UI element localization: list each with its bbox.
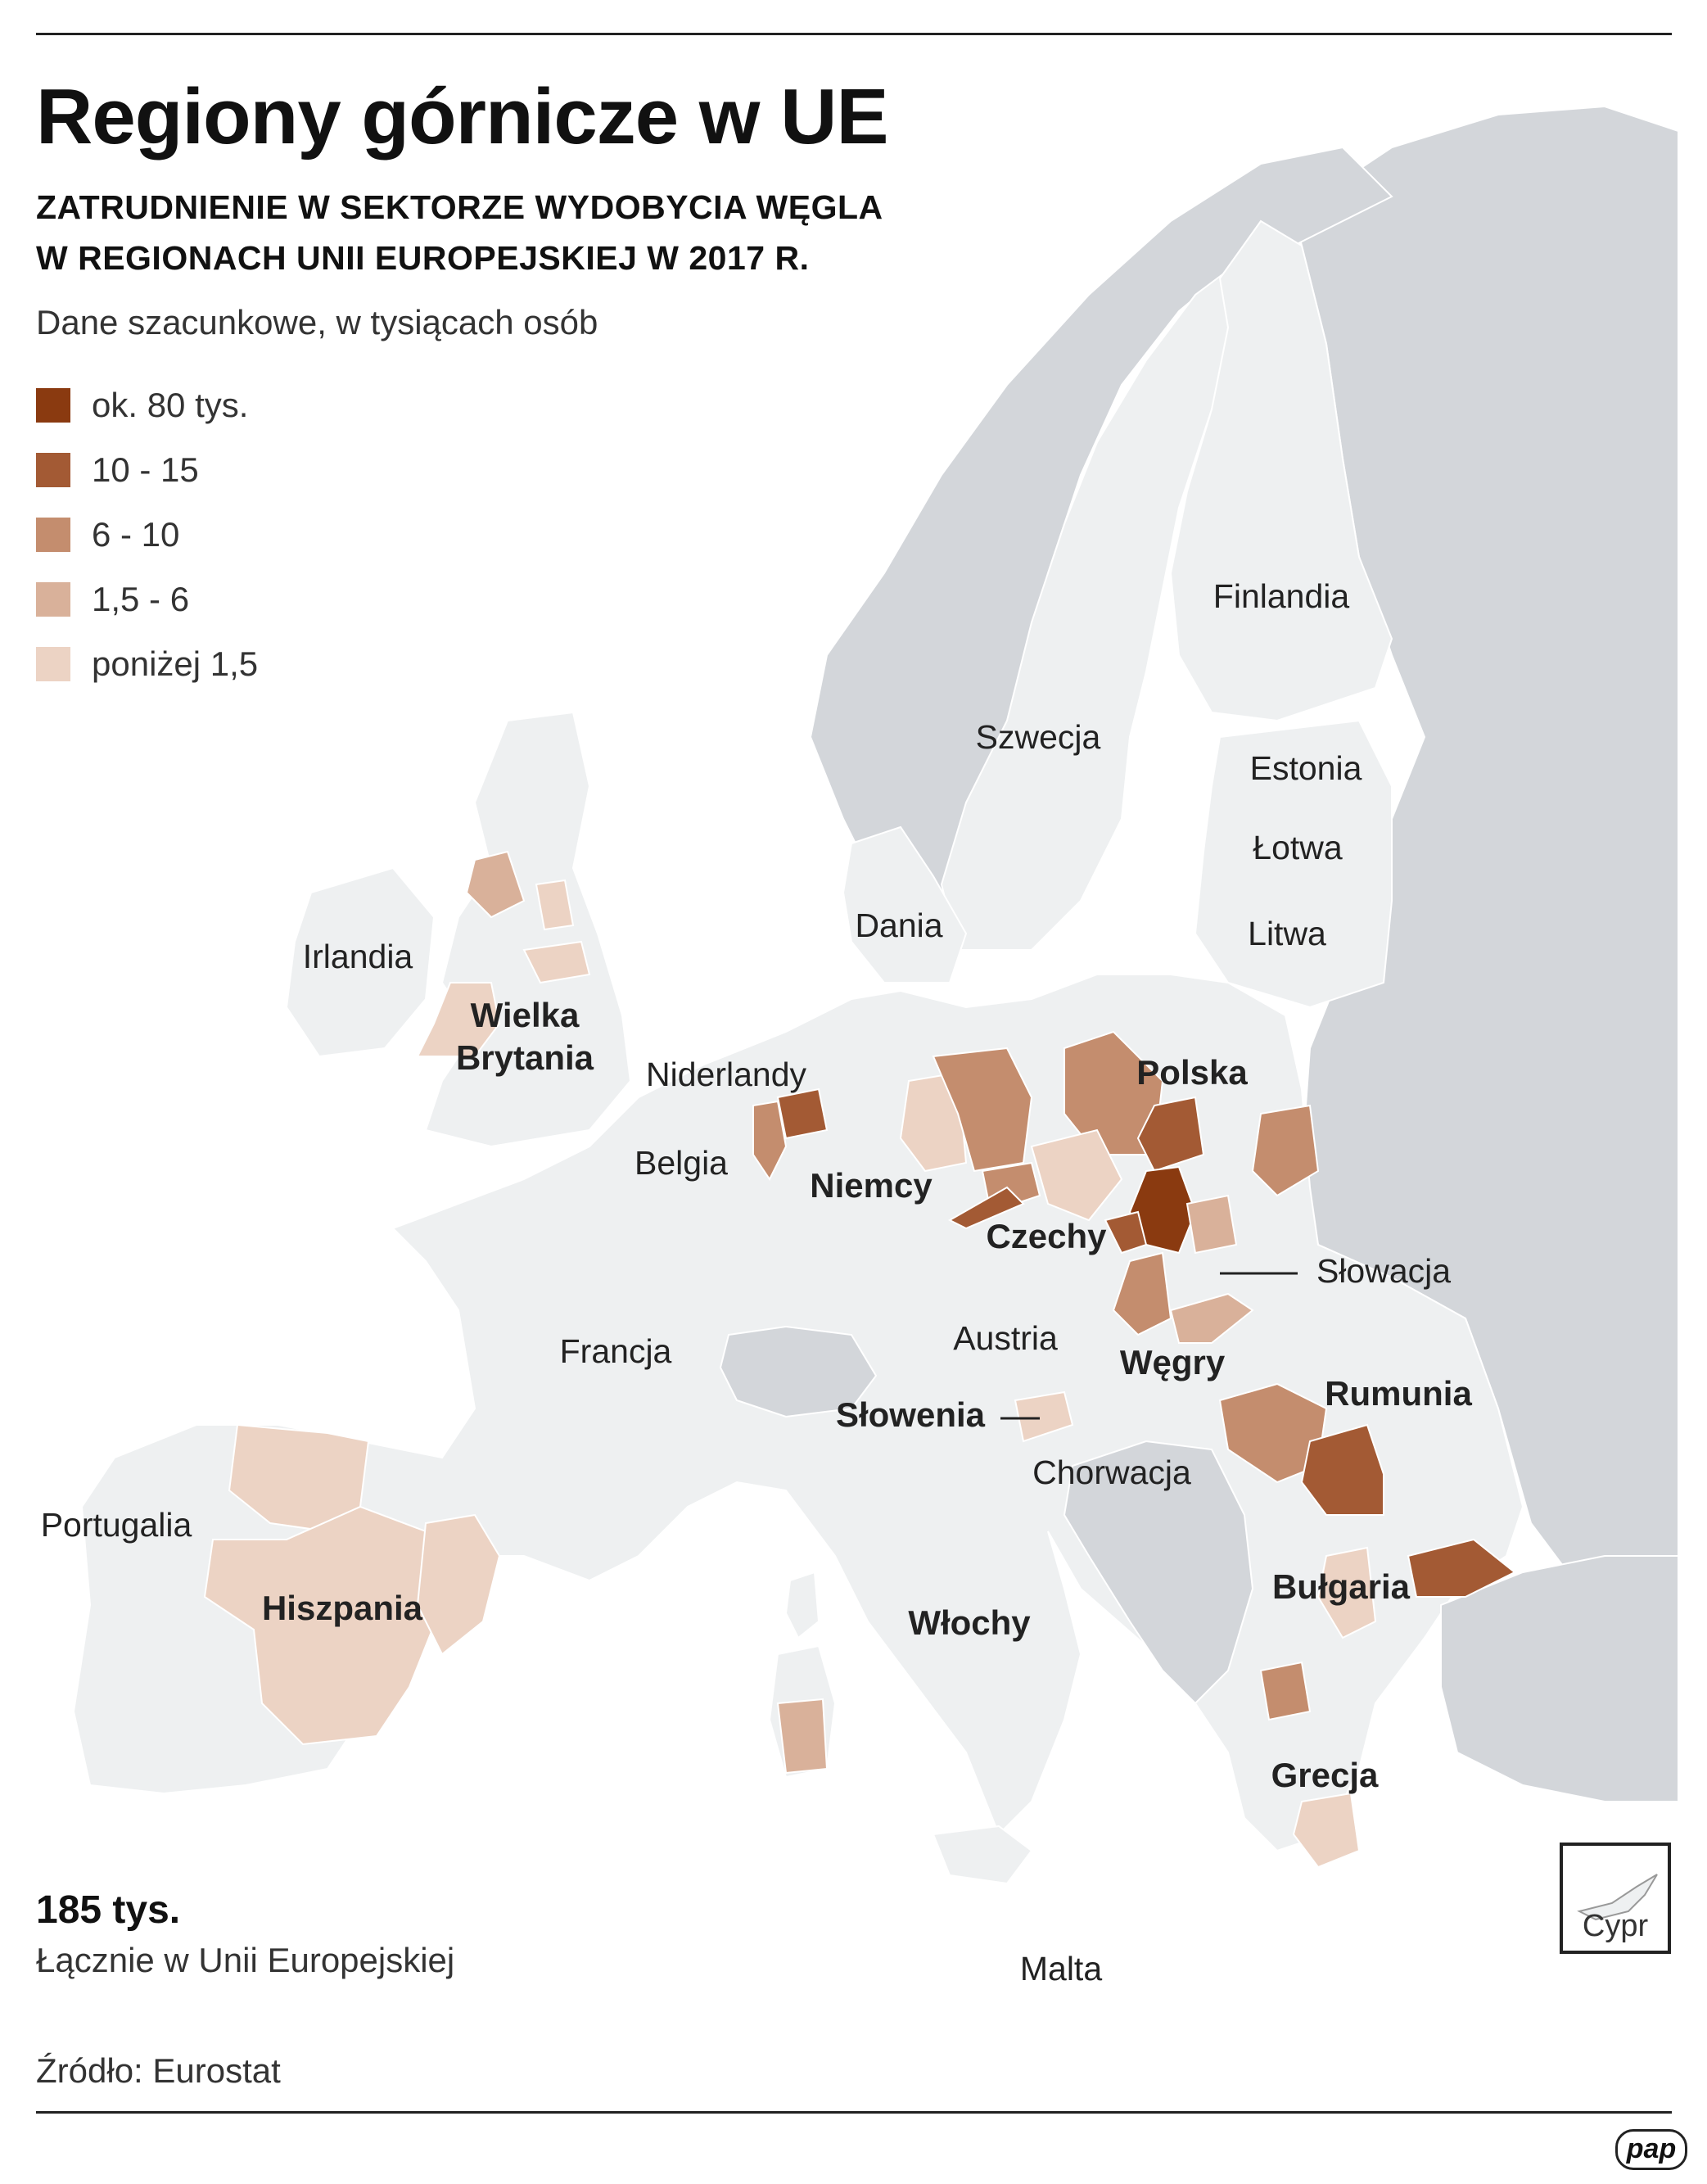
label-grecja: Grecja	[1271, 1756, 1379, 1794]
label-wielka-brytania-2: Brytania	[455, 1038, 594, 1077]
region-cz-north	[947, 1186, 1025, 1230]
legend-item: poniżej 1,5	[36, 631, 258, 696]
legend-swatch	[36, 581, 70, 617]
region-si	[1014, 1390, 1074, 1443]
label-rumunia: Rumunia	[1325, 1374, 1472, 1413]
region-cz-ostrava	[1104, 1210, 1148, 1255]
label-niemcy: Niemcy	[810, 1166, 933, 1205]
label-portugalia: Portugalia	[40, 1506, 192, 1544]
legend-label: 10 - 15	[92, 450, 199, 489]
region-hu-north	[1112, 1251, 1172, 1336]
legend-swatch	[36, 387, 70, 423]
label-malta: Malta	[1019, 1950, 1103, 1987]
region-gr-west-macedonia	[1259, 1661, 1312, 1721]
region-pl-lesser	[1185, 1194, 1238, 1255]
label-austria: Austria	[953, 1319, 1058, 1357]
label-bulgaria: Bułgaria	[1271, 1567, 1411, 1606]
switzerland	[719, 1325, 878, 1418]
region-de-brandenburg	[932, 1047, 1033, 1173]
label-belgia: Belgia	[634, 1144, 728, 1182]
label-finlandia: Finlandia	[1213, 577, 1350, 615]
total-value: 185 tys.	[36, 1888, 181, 1932]
legend-item: 10 - 15	[36, 437, 258, 502]
subtitle-line-2: W REGIONACH UNII EUROPEJSKIEJ W 2017 R.	[36, 239, 810, 277]
subtitle-line-1: ZATRUDNIENIE W SEKTORZE WYDOBYCIA WĘGLA	[36, 188, 883, 226]
western-balkans	[1063, 1440, 1254, 1705]
pap-logo: pap	[1615, 2129, 1687, 2170]
cyprus-inset: Cypr	[1560, 1843, 1671, 1954]
legend-label: poniżej 1,5	[92, 644, 259, 683]
baltics	[1194, 719, 1393, 1009]
region-pl-silesia	[1128, 1165, 1197, 1255]
finland	[1169, 219, 1393, 722]
region-pl-lodz	[1136, 1096, 1205, 1173]
legend-label: 1,5 - 6	[92, 579, 190, 618]
region-hu-east	[1169, 1292, 1254, 1344]
region-gr-peloponnese	[1292, 1792, 1361, 1869]
region-ro-oltenia	[1300, 1423, 1384, 1516]
label-szwecja: Szwecja	[975, 718, 1101, 756]
legend-item: 1,5 - 6	[36, 567, 258, 631]
legend-item: ok. 80 tys.	[36, 373, 258, 437]
label-chorwacja: Chorwacja	[1032, 1454, 1191, 1491]
region-uk-north	[535, 879, 575, 931]
region-it-sardinia	[776, 1698, 829, 1775]
legend-swatch	[36, 517, 70, 552]
total-label: Łącznie w Unii Europejskiej	[36, 1941, 455, 1979]
label-slowacja: Słowacja	[1316, 1252, 1452, 1290]
label-irlandia: Irlandia	[302, 938, 413, 975]
label-wlochy: Włochy	[908, 1603, 1031, 1642]
label-estonia: Estonia	[1249, 749, 1362, 787]
legend: ok. 80 tys. 10 - 15 6 - 10 1,5 - 6 poniż…	[36, 373, 258, 696]
label-dania: Dania	[855, 907, 943, 944]
units-note: Dane szacunkowe, w tysiącach osób	[36, 303, 598, 341]
region-uk-scotland	[465, 850, 526, 919]
legend-swatch	[36, 646, 70, 681]
region-spain-castile	[203, 1505, 444, 1746]
label-lotwa: Łotwa	[1253, 829, 1343, 866]
region-de-west	[752, 1100, 788, 1181]
region-pl-lublin	[1251, 1104, 1320, 1197]
top-rule	[36, 33, 1672, 35]
sicily	[932, 1825, 1033, 1885]
label-czechy: Czechy	[986, 1217, 1107, 1255]
legend-item: 6 - 10	[36, 502, 258, 567]
turkey	[1440, 1555, 1679, 1802]
label-polska: Polska	[1136, 1053, 1248, 1092]
bottom-rule	[36, 2111, 1672, 2114]
region-uk-yorkshire	[522, 940, 591, 984]
source-note: Źródło: Eurostat	[36, 2051, 281, 2090]
label-francja: Francja	[559, 1332, 672, 1370]
region-bg-southeast	[1407, 1538, 1516, 1598]
corsica	[784, 1571, 820, 1639]
region-pl-lower-silesia	[1030, 1128, 1123, 1222]
region-uk-wales	[416, 982, 501, 1057]
cyprus-shape	[1577, 1874, 1658, 1921]
denmark	[842, 825, 968, 983]
legend-swatch	[36, 452, 70, 487]
label-cypr: Cypr	[1582, 1909, 1649, 1943]
label-niderlandy: Niderlandy	[646, 1056, 806, 1093]
label-litwa: Litwa	[1248, 915, 1326, 952]
region-de-nrw	[776, 1087, 829, 1140]
label-wielka-brytania-1: Wielka	[470, 996, 580, 1034]
label-slowenia: Słowenia	[835, 1395, 986, 1434]
region-bg-southwest	[1316, 1546, 1377, 1639]
subtitle: ZATRUDNIENIE W SEKTORZE WYDOBYCIA WĘGLA …	[36, 182, 883, 283]
page-title: Regiony górnicze w UE	[36, 73, 888, 161]
ireland	[285, 866, 436, 1058]
region-spain-aragon	[416, 1513, 501, 1656]
label-hiszpania: Hiszpania	[261, 1589, 423, 1627]
legend-label: 6 - 10	[92, 514, 180, 554]
legend-label: ok. 80 tys.	[92, 385, 249, 424]
label-wegry: Węgry	[1119, 1343, 1226, 1381]
